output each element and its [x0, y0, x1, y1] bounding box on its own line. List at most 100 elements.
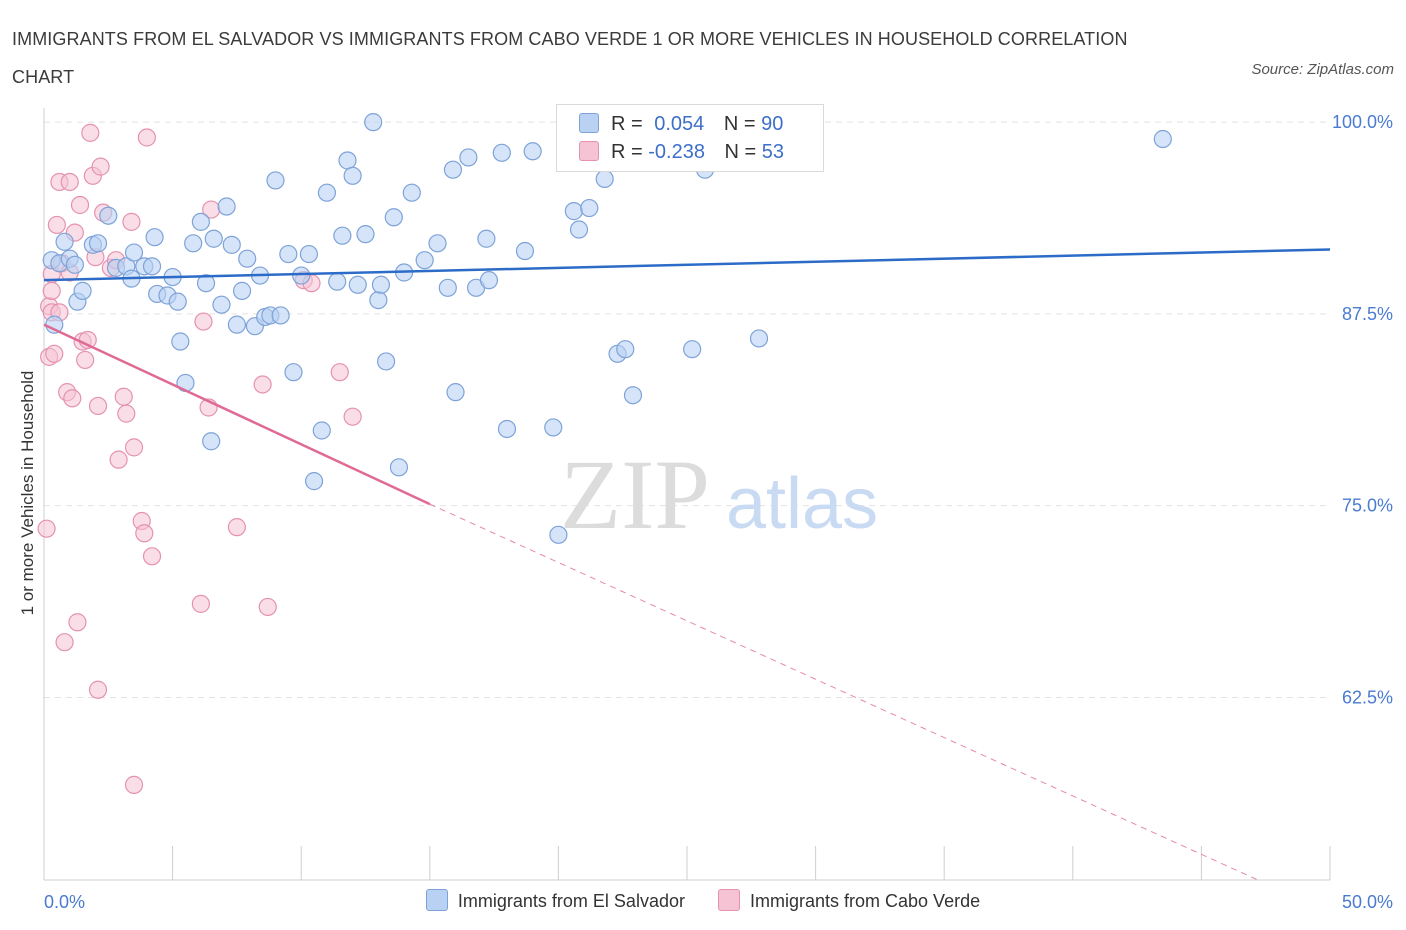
el-salvador-point [145, 228, 164, 247]
legend-n-value: 53 [761, 141, 785, 163]
cabo-verde-point [135, 524, 154, 543]
el-salvador-trendline [43, 248, 1331, 282]
cabo-verde-point [88, 680, 108, 699]
axis-layer [43, 108, 1331, 881]
cabo-verde-point [109, 450, 128, 469]
cabo-verde-point [227, 518, 246, 537]
el-salvador-point [683, 340, 702, 359]
legend-r-value: -0.238 [648, 141, 705, 163]
el-salvador-point [124, 243, 144, 262]
el-salvador-point [88, 234, 108, 253]
el-salvador-point [212, 295, 231, 314]
el-salvador-point [384, 208, 403, 227]
el-salvador-point [376, 352, 396, 371]
el-salvador-point [623, 386, 643, 405]
el-salvador-point [65, 255, 84, 274]
el-salvador-point [168, 292, 187, 311]
legend-r-label: R = [611, 141, 643, 163]
el-salvador-point [184, 234, 203, 253]
series-name-el-salvador: Immigrants from El Salvador [457, 891, 685, 911]
el-salvador-point [232, 281, 252, 300]
el-salvador-point [343, 166, 362, 185]
el-salvador-point [171, 332, 190, 351]
el-salvador-point [492, 143, 511, 162]
el-salvador-point [202, 432, 221, 451]
el-salvador-point [333, 226, 352, 245]
series-legend: Immigrants from El Salvador Immigrants f… [0, 889, 1406, 912]
el-salvador-point [279, 244, 298, 264]
el-salvador-point [284, 363, 303, 382]
correlation-legend: R = 0.054 N = 90 R = -0.238 N = 53 [556, 104, 824, 172]
cabo-verde-trendline [43, 323, 431, 506]
el-salvador-point [415, 251, 434, 270]
legend-r-label: R = [611, 113, 643, 135]
el-salvador-point [1153, 129, 1172, 149]
cabo-verde-point [45, 344, 64, 363]
el-salvador-point [549, 525, 568, 544]
el-salvador-point [402, 183, 421, 202]
cabo-verde-point [47, 215, 66, 235]
cabo-verde-point [114, 387, 133, 406]
el-salvador-point [227, 315, 246, 334]
y-tick-label: 100.0% [1332, 112, 1393, 132]
cabo-verde-point [142, 547, 162, 566]
el-salvador-point [580, 198, 599, 218]
el-salvador-point [55, 232, 74, 251]
cabo-verde-point [258, 597, 277, 617]
el-salvador-point [317, 183, 337, 202]
cabo-verde-point [88, 396, 108, 416]
el-salvador-point [328, 272, 347, 291]
series-legend-cabo-verde: Immigrants from Cabo Verde [718, 889, 980, 912]
el-salvador-point [443, 160, 463, 179]
series-name-cabo-verde: Immigrants from Cabo Verde [750, 891, 981, 911]
legend-n-value: 90 [761, 113, 784, 135]
el-salvador-point [204, 229, 223, 248]
el-salvador-point [312, 421, 331, 440]
cabo-verde-point [124, 438, 144, 457]
el-salvador-point [196, 274, 216, 293]
el-salvador-point [364, 113, 383, 132]
cabo-verde-point [68, 613, 87, 632]
el-salvador-point [99, 206, 118, 225]
el-salvador-point [371, 275, 391, 294]
el-salvador-point [266, 171, 285, 190]
cabo-verde-point [137, 128, 156, 147]
cabo-verde-point [330, 363, 349, 382]
el-salvador-point [191, 212, 210, 231]
el-salvador-point [222, 235, 241, 254]
el-salvador-point [616, 340, 635, 359]
el-salvador-point [595, 169, 614, 188]
y-tick-label: 62.5% [1342, 687, 1393, 707]
cabo-verde-point [124, 775, 144, 794]
series-legend-el-salvador: Immigrants from El Salvador [425, 889, 685, 912]
el-salvador-point [142, 257, 162, 276]
cabo-verde-point [91, 157, 110, 176]
el-salvador-points [42, 113, 1172, 544]
el-salvador-point [348, 275, 367, 294]
el-salvador-point [446, 383, 465, 402]
el-salvador-point [515, 241, 535, 261]
el-salvador-point [238, 249, 257, 268]
cabo-verde-point [63, 389, 82, 408]
el-salvador-point [479, 271, 499, 290]
grid-layer [44, 121, 1330, 698]
cabo-verde-point [343, 407, 362, 426]
cabo-verde-point [60, 172, 79, 192]
cabo-verde-point [253, 375, 272, 394]
cabo-verde-point [37, 519, 56, 538]
source-label: Source: ZipAtlas.com [1251, 61, 1394, 78]
cabo-verde-point [76, 350, 95, 370]
el-salvador-point [459, 148, 478, 167]
el-salvador-point [73, 281, 92, 300]
x-tick-label: 0.0% [44, 892, 85, 912]
watermark-zip: ZIP [560, 439, 710, 550]
cabo-verde-trendline-extension [429, 503, 1259, 881]
el-salvador-point [338, 151, 357, 170]
el-salvador-point [369, 290, 388, 310]
legend-row-cabo-verde: R = -0.238 N = 53 [579, 138, 784, 166]
cabo-verde-point [81, 123, 100, 142]
el-salvador-point [438, 278, 457, 297]
cabo-verde-point [55, 633, 74, 652]
el-salvador-point [389, 458, 409, 477]
